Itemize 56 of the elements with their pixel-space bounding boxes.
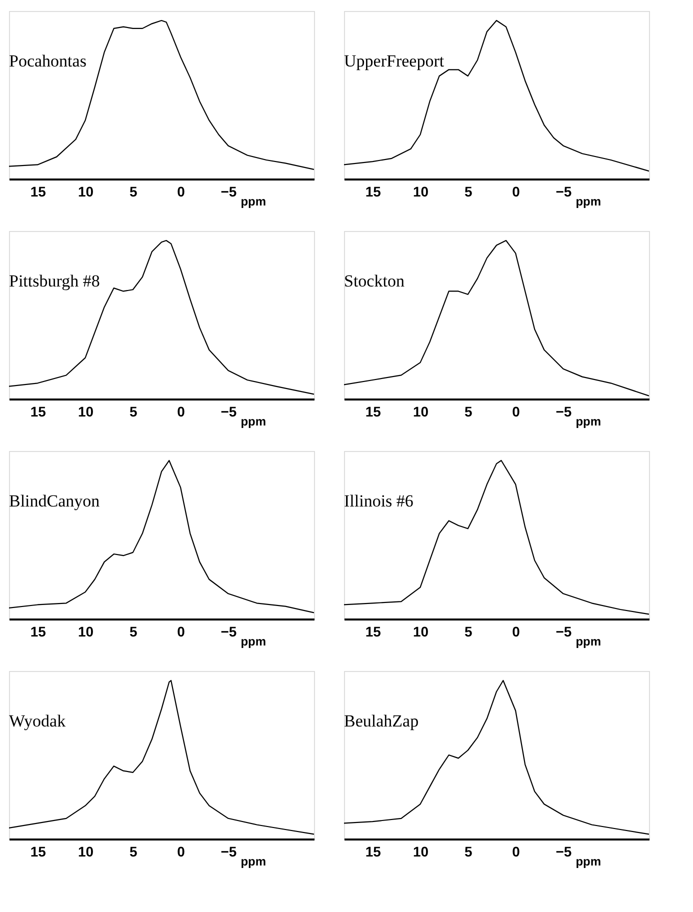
x-tick-label: 15	[365, 184, 382, 200]
x-tick-label: 0	[177, 404, 186, 420]
x-tick-label: −5	[220, 624, 237, 640]
x-axis-title: ppm	[576, 414, 602, 428]
text: Pittsburgh #8	[9, 271, 100, 290]
x-tick-label: 10	[78, 844, 94, 860]
x-axis-title: ppm	[576, 854, 602, 868]
x-tick-label: 10	[78, 624, 94, 640]
x-tick-label: 0	[177, 844, 186, 860]
x-tick-label: 5	[130, 184, 138, 200]
x-tick-label: 0	[512, 184, 520, 200]
x-tick-label: −5	[220, 404, 237, 420]
x-tick-label: 10	[78, 404, 94, 420]
x-tick-label: 0	[512, 844, 520, 860]
text: BeulahZap	[344, 711, 419, 730]
text: Stockton	[344, 271, 405, 290]
x-tick-label: 15	[30, 184, 46, 200]
x-tick-label: 10	[412, 844, 429, 860]
x-axis-title: ppm	[240, 854, 266, 868]
x-tick-label: −5	[556, 844, 572, 860]
x-tick-label: 5	[464, 404, 473, 420]
x-tick-label: 5	[464, 844, 473, 860]
x-tick-label: 0	[177, 624, 186, 640]
x-axis-title: ppm	[576, 634, 602, 648]
x-tick-label: 5	[130, 404, 138, 420]
x-tick-label: 10	[412, 184, 429, 200]
text: UpperFreeport	[344, 51, 444, 70]
text: Pocahontas	[9, 51, 86, 70]
x-tick-label: 15	[365, 404, 382, 420]
x-tick-label: 10	[412, 624, 429, 640]
x-tick-label: 15	[30, 404, 46, 420]
x-axis-title: ppm	[240, 634, 266, 648]
text: BlindCanyon	[9, 491, 100, 510]
x-tick-label: 5	[464, 184, 473, 200]
x-tick-label: −5	[556, 184, 572, 200]
text: Wyodak	[9, 711, 66, 730]
x-tick-label: −5	[220, 184, 237, 200]
x-tick-label: 5	[130, 624, 138, 640]
x-axis-title: ppm	[576, 194, 602, 208]
x-tick-label: 15	[30, 624, 46, 640]
x-tick-label: −5	[556, 624, 572, 640]
x-tick-label: 0	[512, 624, 520, 640]
x-tick-label: 10	[412, 404, 429, 420]
x-tick-label: 15	[365, 844, 382, 860]
x-tick-label: 10	[78, 184, 94, 200]
x-tick-label: 5	[130, 844, 138, 860]
x-tick-label: 15	[30, 844, 46, 860]
x-axis-title: ppm	[240, 194, 266, 208]
text: Illinois #6	[344, 491, 414, 510]
x-tick-label: 15	[365, 624, 382, 640]
x-tick-label: 5	[464, 624, 473, 640]
x-tick-label: −5	[220, 844, 237, 860]
x-axis-title: ppm	[240, 414, 266, 428]
x-tick-label: −5	[556, 404, 572, 420]
x-tick-label: 0	[177, 184, 186, 200]
x-tick-label: 0	[512, 404, 520, 420]
